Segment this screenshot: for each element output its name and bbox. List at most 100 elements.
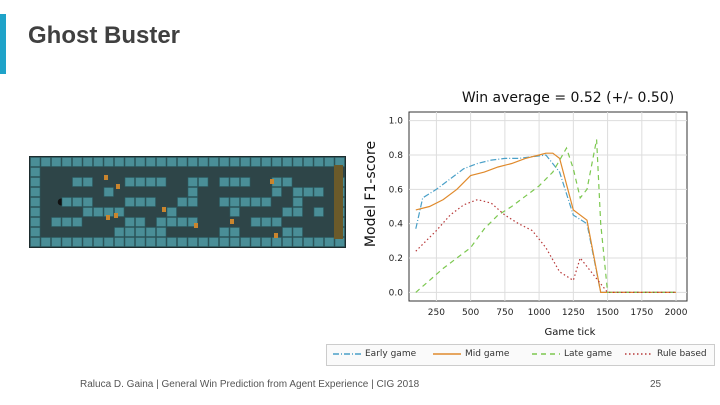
wall-tile bbox=[324, 237, 335, 247]
wall-tile bbox=[40, 237, 51, 247]
ghost-sprite-icon bbox=[104, 175, 108, 180]
wall-tile bbox=[229, 207, 240, 217]
wall-tile bbox=[72, 177, 83, 187]
ghost-sprite-icon bbox=[116, 184, 120, 189]
ghost-sprite-icon bbox=[106, 215, 110, 220]
wall-tile bbox=[166, 207, 177, 217]
wall-tile bbox=[135, 157, 146, 167]
legend-item-late: Late game bbox=[532, 349, 612, 359]
ghost-sprite-icon bbox=[162, 207, 166, 212]
legend-label-early: Early game bbox=[365, 349, 417, 359]
game-level-image bbox=[29, 156, 346, 248]
wall-tile bbox=[30, 197, 41, 207]
wall-tile bbox=[124, 197, 135, 207]
wall-tile bbox=[187, 217, 198, 227]
wall-tile bbox=[72, 157, 83, 167]
wall-tile bbox=[261, 197, 272, 207]
wall-tile bbox=[156, 217, 167, 227]
wall-tile bbox=[93, 237, 104, 247]
wall-tile bbox=[145, 197, 156, 207]
wall-tile bbox=[303, 237, 314, 247]
wall-tile bbox=[61, 217, 72, 227]
chart-title: Win average = 0.52 (+/- 0.50) bbox=[462, 90, 674, 106]
wall-tile bbox=[313, 237, 324, 247]
wall-tile bbox=[198, 237, 209, 247]
wall-tile bbox=[282, 157, 293, 167]
wall-tile bbox=[82, 157, 93, 167]
wall-tile bbox=[72, 237, 83, 247]
wall-tile bbox=[219, 197, 230, 207]
wall-tile bbox=[103, 157, 114, 167]
wall-tile bbox=[30, 237, 41, 247]
x-tick-label: 1000 bbox=[528, 308, 551, 318]
wall-tile bbox=[292, 157, 303, 167]
wall-tile bbox=[187, 237, 198, 247]
wall-tile bbox=[292, 227, 303, 237]
wall-tile bbox=[30, 217, 41, 227]
y-tick-label: 0.8 bbox=[389, 151, 404, 161]
wall-tile bbox=[292, 237, 303, 247]
wall-tile bbox=[187, 187, 198, 197]
ghost-sprite-icon bbox=[114, 213, 118, 218]
wall-tile bbox=[124, 217, 135, 227]
game-level-tiles bbox=[30, 157, 345, 247]
chart-legend: Early game Mid game Late game Rule based bbox=[326, 344, 715, 366]
wall-tile bbox=[198, 177, 209, 187]
wall-tile bbox=[145, 237, 156, 247]
wall-tile bbox=[271, 217, 282, 227]
page-number: 25 bbox=[650, 379, 662, 390]
wall-tile bbox=[30, 227, 41, 237]
wall-tile bbox=[219, 157, 230, 167]
wall-tile bbox=[187, 197, 198, 207]
chart-series bbox=[415, 139, 676, 293]
wall-tile bbox=[156, 177, 167, 187]
wall-tile bbox=[177, 197, 188, 207]
wall-tile bbox=[271, 157, 282, 167]
ghost-sprite-icon bbox=[274, 233, 278, 238]
legend-swatch-late bbox=[532, 353, 560, 355]
wall-tile bbox=[114, 207, 125, 217]
series-line-late-game bbox=[415, 139, 676, 293]
wall-tile bbox=[250, 197, 261, 207]
wall-tile bbox=[282, 207, 293, 217]
wall-tile bbox=[72, 197, 83, 207]
wall-tile bbox=[30, 167, 41, 177]
wall-tile bbox=[229, 197, 240, 207]
chart-ticks: 250 500 750 1000 1250 1500 1750 2000 0.0 0.2 0.4 0.… bbox=[389, 117, 688, 318]
y-tick-label: 0.0 bbox=[389, 288, 404, 298]
wall-tile bbox=[51, 237, 62, 247]
wall-tile bbox=[82, 197, 93, 207]
wall-tile bbox=[261, 237, 272, 247]
f1-score-chart: Win average = 0.52 (+/- 0.50) Model F1-s… bbox=[357, 84, 697, 344]
legend-item-mid: Mid game bbox=[433, 349, 509, 359]
wall-tile bbox=[156, 227, 167, 237]
series-line-rule-based bbox=[415, 198, 676, 293]
plot-frame bbox=[408, 111, 688, 302]
wall-tile bbox=[313, 157, 324, 167]
wall-tile bbox=[156, 237, 167, 247]
legend-label-mid: Mid game bbox=[465, 349, 510, 359]
exit-ladder-icon bbox=[334, 165, 343, 239]
wall-tile bbox=[250, 217, 261, 227]
wall-tile bbox=[208, 157, 219, 167]
wall-tile bbox=[219, 227, 230, 237]
wall-tile bbox=[135, 227, 146, 237]
wall-tile bbox=[240, 157, 251, 167]
wall-tile bbox=[229, 227, 240, 237]
wall-tile bbox=[292, 187, 303, 197]
x-tick-label: 750 bbox=[496, 308, 513, 318]
wall-tile bbox=[114, 157, 125, 167]
wall-tile bbox=[114, 237, 125, 247]
wall-tile bbox=[313, 207, 324, 217]
wall-tile bbox=[187, 157, 198, 167]
legend-label-late: Late game bbox=[564, 349, 612, 359]
wall-tile bbox=[292, 197, 303, 207]
wall-tile bbox=[250, 237, 261, 247]
legend-item-early: Early game bbox=[333, 349, 416, 359]
x-tick-label: 500 bbox=[462, 308, 479, 318]
x-axis-label: Game tick bbox=[545, 327, 596, 338]
wall-tile bbox=[240, 237, 251, 247]
wall-tile bbox=[303, 157, 314, 167]
x-tick-label: 1500 bbox=[596, 308, 619, 318]
wall-tile bbox=[324, 157, 335, 167]
